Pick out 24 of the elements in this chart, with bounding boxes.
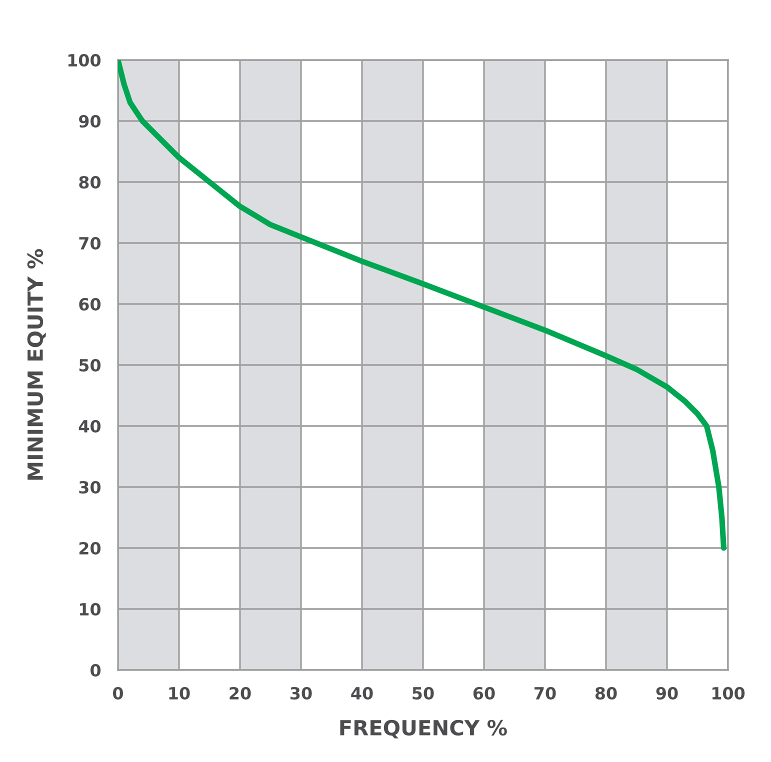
y-tick-label: 60	[79, 298, 101, 311]
x-tick-label: 80	[595, 686, 617, 700]
y-tick-label: 20	[79, 542, 101, 555]
y-tick-label: 70	[79, 236, 101, 250]
x-axis-title: FREQUENCY %	[340, 720, 507, 738]
y-tick-label: 90	[79, 114, 101, 128]
x-tick-label: 40	[351, 686, 373, 700]
x-tick-label: 90	[656, 686, 678, 700]
y-tick-label: 0	[90, 664, 101, 677]
x-tick-label: 30	[290, 686, 312, 700]
y-tick-label: 10	[80, 602, 101, 616]
y-tick-label: 30	[79, 480, 101, 494]
y-tick-label: 100	[68, 54, 101, 67]
x-tick-label: 70	[534, 686, 556, 700]
y-axis-title: MINIMUM EQUITY %	[27, 248, 46, 480]
x-tick-label: 10	[169, 686, 190, 700]
y-tick-label: 40	[78, 420, 101, 433]
x-tick-label: 20	[230, 686, 251, 700]
y-tick-label: 80	[79, 176, 101, 189]
y-tick-label: 50	[79, 358, 101, 372]
x-tick-label: 0	[113, 686, 123, 700]
x-tick-label: 100	[712, 686, 745, 700]
x-tick-label: 50	[412, 686, 434, 700]
x-tick-label: 60	[473, 686, 495, 700]
